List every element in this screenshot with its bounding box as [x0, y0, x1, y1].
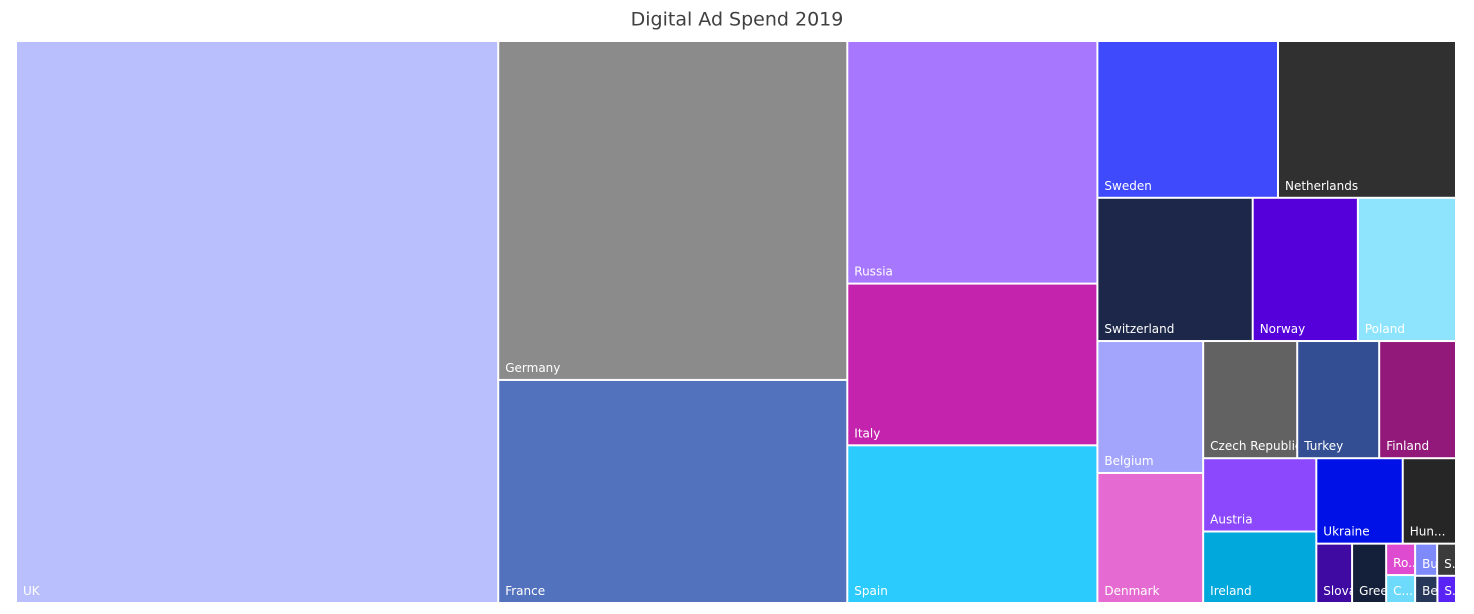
treemap-tile: [1438, 544, 1455, 575]
tile-label: Hun...: [1410, 525, 1446, 539]
tile-label: Denmark: [1104, 584, 1159, 598]
tile-label: Germany: [505, 361, 560, 375]
treemap-tile: [1317, 459, 1402, 543]
treemap-tile: [1317, 544, 1352, 602]
tile-label: Ukraine: [1323, 525, 1369, 539]
treemap-tile: [848, 446, 1097, 602]
tile-label: Spain: [854, 584, 888, 598]
treemap-tile: [499, 42, 847, 379]
tile-label: France: [505, 584, 545, 598]
treemap-tile: [1387, 576, 1415, 602]
chart-title: Digital Ad Spend 2019: [631, 9, 844, 31]
treemap-tile: [1438, 576, 1455, 602]
tile-label: Sweden: [1104, 179, 1151, 193]
treemap-tile: [1358, 198, 1455, 341]
tile-label: Norway: [1260, 322, 1306, 336]
treemap-tile: [1380, 342, 1455, 458]
treemap-tile: [1353, 544, 1386, 602]
tile-label: S...: [1444, 557, 1463, 571]
tile-label: Poland: [1365, 322, 1405, 336]
treemap-tile: [499, 380, 847, 602]
tile-label: UK: [23, 584, 41, 598]
treemap-tile: [848, 284, 1097, 445]
tile-label: S...: [1444, 584, 1463, 598]
treemap-tile: [1416, 544, 1437, 575]
treemap-tile: [1253, 198, 1357, 341]
treemap-tile: [1098, 42, 1277, 197]
tile-label: Belgium: [1104, 454, 1153, 468]
treemap-tile: [1204, 459, 1316, 531]
treemap-tile: [848, 42, 1097, 283]
tile-label: Turkey: [1303, 439, 1343, 453]
treemap-tile: [17, 42, 498, 602]
treemap-tile: [1098, 473, 1203, 602]
treemap-tile: [1204, 532, 1316, 602]
tile-label: Switzerland: [1104, 322, 1174, 336]
tile-label: Ro...: [1393, 556, 1419, 570]
treemap-tile: [1098, 342, 1203, 472]
tile-label: Russia: [854, 265, 893, 279]
treemap-tile: [1204, 342, 1297, 458]
treemap-tile: [1387, 544, 1415, 575]
tile-label: Czech Republic: [1210, 439, 1301, 453]
treemap-tile: [1278, 42, 1455, 197]
treemap-tile: [1416, 576, 1437, 602]
tile-label: Finland: [1386, 439, 1429, 453]
tile-label: Netherlands: [1285, 179, 1358, 193]
tile-label: Italy: [854, 426, 880, 440]
tile-label: Ireland: [1210, 584, 1252, 598]
tile-label: C...: [1393, 584, 1413, 598]
treemap-tile: [1298, 342, 1379, 458]
treemap-tile: [1098, 198, 1252, 341]
treemap-tile: [1403, 459, 1455, 543]
tile-label: Austria: [1210, 513, 1252, 527]
